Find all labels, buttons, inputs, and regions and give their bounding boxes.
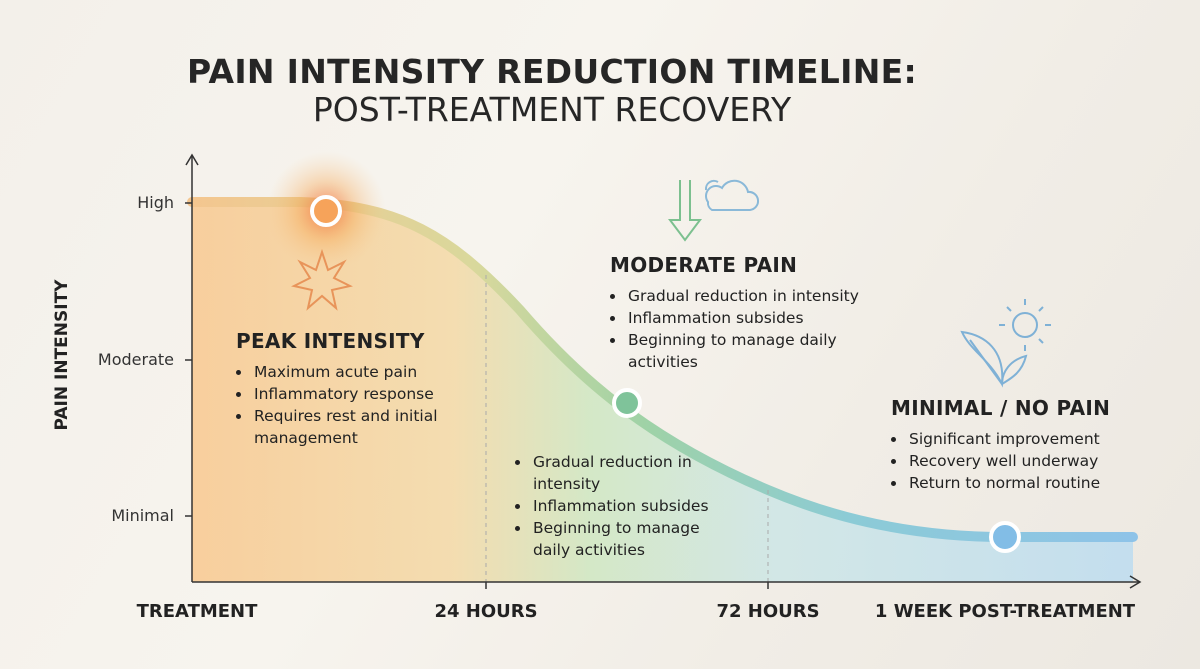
- bullet: Gradual reduction in intensity: [531, 451, 715, 495]
- bullet: Inflammation subsides: [626, 307, 890, 329]
- title: PAIN INTENSITY REDUCTION TIMELINE:: [187, 52, 917, 91]
- bullet: Return to normal routine: [907, 472, 1151, 494]
- bullet-list: Maximum acute painInflammatory responseR…: [236, 361, 456, 449]
- subtitle: POST-TREATMENT RECOVERY: [312, 90, 792, 129]
- bullet-list: Gradual reduction in intensityInflammati…: [515, 451, 715, 561]
- curve-area: [192, 202, 1133, 582]
- cloud-icon: [704, 179, 759, 211]
- bullet-list: Significant improvementRecovery well und…: [891, 428, 1151, 494]
- phase-block: MODERATE PAIN Gradual reduction in intens…: [610, 253, 890, 373]
- x-label: 1 WEEK POST-TREATMENT: [874, 601, 1136, 622]
- bullet: Significant improvement: [907, 428, 1151, 450]
- y-level: High: [137, 193, 174, 212]
- marker-moderate: [612, 388, 642, 418]
- bullet: Recovery well underway: [907, 450, 1151, 472]
- axes: [185, 153, 1142, 589]
- bullet: Requires rest and initial management: [252, 405, 456, 449]
- bullet: Inflammatory response: [252, 383, 456, 405]
- bullet: Gradual reduction in intensity: [626, 285, 890, 307]
- leaf-sun-icon: [960, 299, 1051, 388]
- phase-heading: PEAK INTENSITY: [236, 329, 425, 353]
- phase-heading: MODERATE PAIN: [610, 253, 798, 277]
- y-level: Minimal: [111, 506, 174, 525]
- bullet-list: Gradual reduction in intensityInflammati…: [610, 285, 890, 373]
- star-icon: [291, 248, 353, 311]
- phase-block: MINIMAL / NO PAIN Significant improvement…: [891, 396, 1151, 494]
- phase-block: PEAK INTENSITY Maximum acute painInflamma…: [236, 329, 456, 449]
- bullet: Beginning to manage daily activities: [531, 517, 715, 561]
- phase-heading: MINIMAL / NO PAIN: [891, 396, 1111, 420]
- arrow-icon: [668, 180, 702, 242]
- notes-block: Gradual reduction in intensityInflammati…: [515, 451, 715, 561]
- bullet: Beginning to manage daily activities: [626, 329, 890, 373]
- marker-minimal: [989, 521, 1021, 553]
- x-label: 24 HOURS: [434, 601, 538, 622]
- y-level: Moderate: [97, 350, 174, 369]
- marker-peak: [310, 195, 342, 227]
- bullet: Inflammation subsides: [531, 495, 715, 517]
- bullet: Maximum acute pain: [252, 361, 456, 383]
- x-label: 72 HOURS: [716, 601, 820, 622]
- x-label: TREATMENT: [136, 601, 258, 622]
